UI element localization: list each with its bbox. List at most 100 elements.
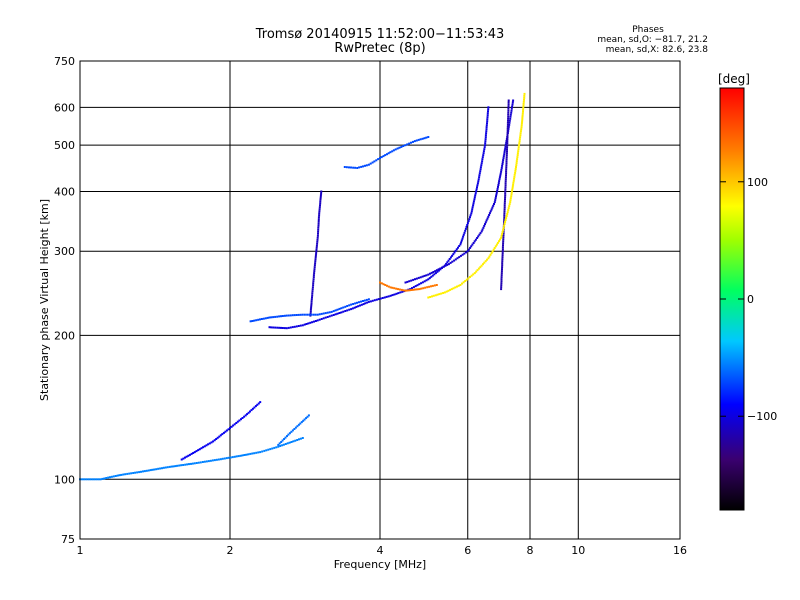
data-point <box>485 132 488 135</box>
data-point <box>318 214 321 217</box>
data-point <box>506 140 509 143</box>
data-point <box>318 210 321 213</box>
data-point <box>503 202 506 205</box>
data-point <box>354 166 357 169</box>
data-point <box>384 154 387 157</box>
data-point <box>431 295 433 298</box>
data-point <box>120 473 123 476</box>
data-point <box>520 128 523 131</box>
data-point <box>508 121 511 124</box>
data-point <box>466 250 469 253</box>
data-point <box>316 313 319 316</box>
data-point <box>174 465 177 468</box>
data-point <box>356 167 359 169</box>
data-point <box>505 164 508 167</box>
data-point <box>472 242 475 244</box>
data-point <box>472 273 475 276</box>
data-point <box>456 257 459 260</box>
data-point <box>438 293 441 296</box>
data-point <box>522 102 525 105</box>
data-point <box>442 292 445 294</box>
data-point <box>422 287 425 290</box>
data-point <box>320 318 323 320</box>
data-point <box>149 469 152 472</box>
data-point <box>486 118 489 121</box>
data-point <box>500 278 503 281</box>
data-point <box>500 168 503 171</box>
data-point <box>475 270 478 273</box>
data-point <box>504 188 507 191</box>
data-point <box>485 128 488 131</box>
data-point <box>412 140 414 143</box>
data-point <box>461 237 464 240</box>
data-point <box>504 192 507 195</box>
data-point <box>136 471 139 474</box>
data-point <box>318 206 321 209</box>
data-point <box>505 215 508 217</box>
data-point <box>210 441 213 444</box>
data-point <box>311 296 313 299</box>
data-point <box>501 252 504 255</box>
data-point <box>399 291 402 294</box>
data-point <box>107 476 110 479</box>
data-point <box>402 145 405 147</box>
data-point <box>500 276 503 279</box>
data-point <box>402 289 405 292</box>
data-point <box>126 472 129 475</box>
data-point <box>510 111 513 114</box>
data-point <box>312 280 315 283</box>
data-point <box>315 252 318 255</box>
data-point <box>435 269 438 272</box>
data-point <box>501 268 503 271</box>
data-point <box>385 295 388 298</box>
data-point <box>301 324 304 327</box>
data-point <box>395 287 398 290</box>
data-point <box>259 318 261 321</box>
data-point <box>128 472 131 475</box>
data-point <box>336 312 339 315</box>
data-point <box>199 461 202 464</box>
data-point <box>451 260 454 263</box>
data-point <box>217 458 220 461</box>
data-point <box>237 455 240 458</box>
data-point <box>410 289 413 291</box>
data-point <box>362 303 365 306</box>
data-point <box>387 285 390 288</box>
data-point <box>235 422 238 424</box>
data-point <box>197 449 200 452</box>
data-point <box>318 212 321 215</box>
data-point <box>454 286 457 289</box>
x-axis-ticks: 1 2 4 6 8 10 16 <box>77 544 688 557</box>
data-point <box>488 255 491 258</box>
data-point <box>509 201 512 204</box>
data-point <box>253 452 256 455</box>
data-point <box>213 439 216 442</box>
data-point <box>318 208 321 211</box>
data-point <box>505 170 508 173</box>
data-point <box>454 249 457 252</box>
data-point <box>303 313 306 316</box>
data-point <box>311 290 314 293</box>
data-point <box>130 472 133 475</box>
data-point <box>472 202 475 205</box>
data-point <box>506 142 509 145</box>
data-point <box>502 238 505 241</box>
data-point <box>452 287 455 290</box>
data-point <box>249 320 252 323</box>
data-point <box>491 206 494 209</box>
data-point <box>198 448 201 451</box>
data-point <box>281 327 284 329</box>
data-point <box>418 283 421 286</box>
data-point <box>297 313 300 316</box>
data-point <box>382 155 385 158</box>
data-point <box>408 142 411 145</box>
data-point <box>245 453 248 456</box>
data-point <box>493 203 495 205</box>
data-point <box>474 194 477 197</box>
data-point <box>499 172 502 175</box>
data-point <box>484 134 487 137</box>
data-point <box>330 314 333 317</box>
data-point <box>463 231 466 234</box>
data-point <box>513 175 516 178</box>
data-point <box>299 437 302 440</box>
